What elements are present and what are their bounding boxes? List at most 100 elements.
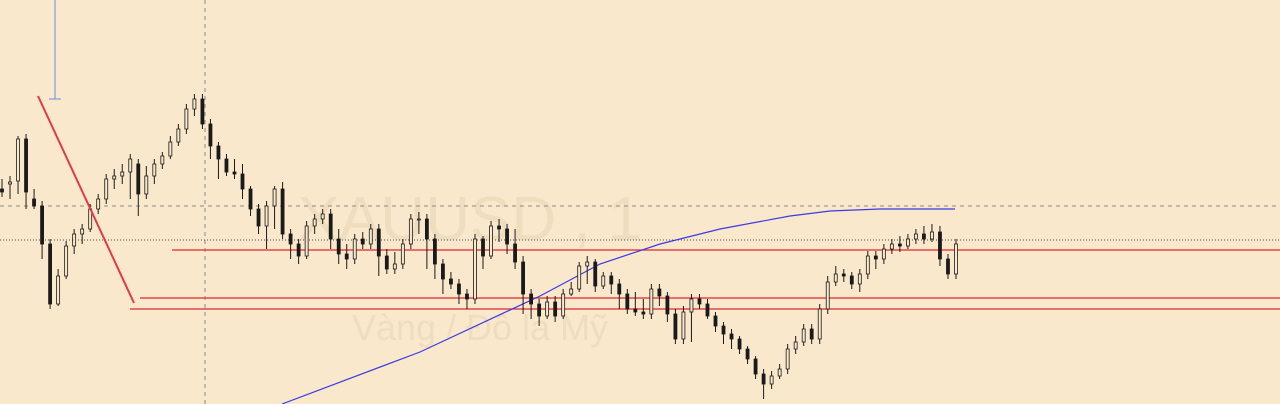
candle-bull: [120, 171, 125, 177]
candle-bear: [200, 98, 205, 125]
candle-bull: [392, 263, 397, 270]
candle-bull: [96, 198, 101, 210]
candle-bull: [176, 128, 181, 143]
candle-bull: [601, 275, 606, 287]
candle-bear: [288, 233, 293, 245]
candle-bull: [561, 293, 566, 317]
candle-bull: [793, 341, 798, 350]
candle-bull: [585, 261, 590, 267]
candle-bear: [457, 283, 461, 295]
candle-bull: [914, 233, 918, 240]
candle-bull: [16, 138, 20, 182]
candle-bull: [881, 248, 886, 260]
candle-bull: [400, 243, 405, 265]
candle-bull: [865, 255, 870, 275]
candle-bull: [577, 265, 582, 290]
candle-bear: [136, 163, 141, 195]
candle-bull: [649, 288, 654, 315]
candle-bear: [465, 293, 469, 300]
candle-bull: [473, 238, 477, 300]
candle-bear: [897, 243, 902, 247]
candle-bear: [625, 293, 630, 310]
candle-bear: [737, 338, 742, 350]
candle-bull: [56, 275, 61, 305]
candle-bear: [296, 243, 301, 257]
candle-bear: [441, 263, 445, 280]
candle-bull: [817, 308, 822, 340]
candle-bear: [0, 188, 4, 193]
watermark-description: Vàng / Đô la Mỹ: [352, 307, 608, 348]
candle-bear: [641, 311, 646, 315]
candle-bear: [729, 333, 734, 340]
candle-bear: [849, 275, 854, 285]
candle-bull: [489, 225, 493, 257]
candle-bull: [80, 228, 85, 235]
candle-bull: [416, 218, 421, 221]
horizontal-levels[interactable]: [130, 249, 1280, 310]
candle-bear: [529, 293, 534, 305]
candle-bull: [72, 233, 77, 247]
candle-bear: [433, 238, 437, 265]
candle-bull: [320, 213, 325, 220]
candle-bear: [633, 308, 638, 313]
candle-bull: [184, 108, 189, 130]
candle-bear: [336, 238, 341, 255]
candle-bear: [497, 225, 501, 230]
candle-bull: [112, 175, 117, 180]
candle-bear: [328, 213, 333, 240]
candle-bear: [745, 348, 750, 360]
candle-bear: [922, 233, 926, 240]
candle-bear: [657, 288, 662, 297]
candle-bull: [272, 188, 277, 207]
candle-bull: [104, 178, 109, 200]
candle-bear: [40, 205, 44, 245]
candle-bear: [344, 253, 349, 260]
candle-bull: [128, 158, 133, 173]
candle-bear: [753, 358, 758, 375]
candle-bull: [352, 238, 357, 260]
candle-bear: [873, 255, 878, 260]
candle-bear: [240, 173, 245, 190]
candle-bear: [673, 313, 678, 340]
candle-bear: [449, 278, 453, 285]
moving-average-line: [281, 208, 955, 404]
candle-bear: [505, 228, 509, 245]
watermark-symbol: XAUUSD , 1: [298, 185, 643, 254]
candle-bull: [64, 245, 69, 277]
candle-bear: [424, 218, 429, 240]
candle-bull: [681, 311, 686, 340]
candle-bull: [777, 368, 782, 377]
candle-bull: [801, 328, 806, 343]
candle-bear: [609, 275, 614, 285]
candle-bear: [384, 255, 389, 270]
candle-bear: [481, 238, 485, 257]
candle-bull: [833, 273, 838, 283]
candle-bull: [569, 288, 574, 295]
candle-bear: [224, 158, 229, 173]
candle-bull: [368, 228, 373, 245]
candle-bear: [841, 273, 846, 277]
candle-bear: [761, 373, 766, 385]
candle-bear: [376, 228, 381, 257]
candle-bull: [408, 218, 413, 245]
candle-bear: [938, 231, 942, 260]
candle-bear: [48, 243, 53, 305]
candle-bear: [713, 315, 718, 327]
candle-bull: [304, 225, 309, 257]
candle-bull: [264, 205, 269, 227]
candle-bear: [513, 243, 517, 263]
candle-bear: [946, 258, 950, 275]
watermark: XAUUSD , 1 Vàng / Đô la Mỹ: [298, 185, 643, 348]
drawings[interactable]: [37, 0, 135, 304]
candle-bear: [24, 138, 28, 193]
candle-bull: [905, 238, 910, 247]
trend-line: [37, 95, 135, 304]
candle-bear: [705, 303, 710, 317]
candle-bull: [930, 231, 934, 240]
candle-bear: [593, 261, 598, 287]
candle-bear: [216, 145, 221, 160]
candle-bull: [152, 163, 157, 177]
